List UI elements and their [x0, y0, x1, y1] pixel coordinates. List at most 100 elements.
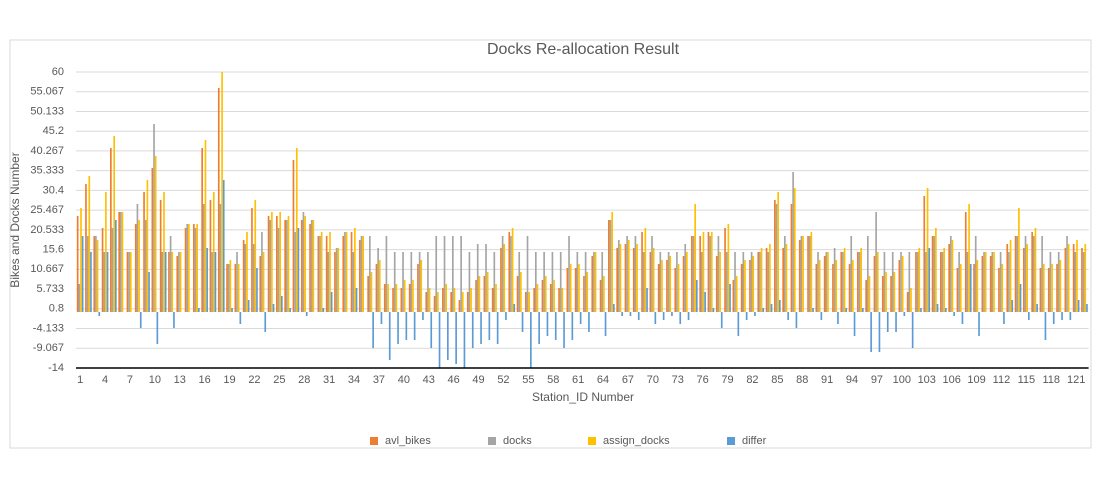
bar	[774, 200, 776, 312]
bar	[649, 252, 652, 312]
bar	[1026, 244, 1029, 312]
bar	[259, 256, 262, 312]
bar	[455, 312, 457, 364]
bar	[355, 288, 358, 312]
bar	[226, 264, 228, 312]
bar	[906, 292, 909, 312]
bar	[691, 236, 693, 312]
bar	[881, 276, 884, 312]
bar	[752, 256, 755, 312]
bar	[305, 312, 308, 316]
x-tick-label: 10	[149, 374, 161, 386]
bar	[433, 296, 436, 312]
bar	[204, 140, 207, 312]
legend-label: avl_bikes	[385, 435, 431, 447]
bar	[530, 312, 532, 368]
bar	[978, 312, 980, 336]
bar	[956, 268, 959, 312]
bar	[757, 252, 760, 312]
bar	[931, 236, 934, 312]
bar	[593, 252, 595, 312]
bar	[370, 272, 373, 312]
bar	[271, 212, 273, 312]
bar	[312, 220, 315, 312]
x-tick-label: 118	[1042, 374, 1060, 386]
bar	[511, 228, 514, 312]
bar	[335, 248, 338, 312]
bar	[999, 252, 1002, 312]
bar	[119, 212, 122, 312]
bar	[153, 124, 155, 312]
bar	[908, 252, 911, 312]
bar	[495, 284, 497, 312]
bar	[875, 212, 877, 312]
bar	[320, 232, 323, 312]
bar	[1066, 236, 1068, 312]
bar	[815, 264, 818, 312]
bar	[568, 236, 570, 312]
bar	[1001, 264, 1004, 312]
bar	[920, 308, 922, 312]
bar	[418, 252, 421, 312]
bar	[86, 236, 89, 312]
bar	[1008, 252, 1010, 312]
bar	[251, 208, 253, 312]
bar	[471, 312, 474, 348]
bar	[178, 252, 180, 312]
bar	[184, 228, 187, 312]
bar	[350, 232, 353, 312]
x-tick-label: 97	[871, 374, 883, 386]
bar	[427, 252, 429, 312]
bar	[435, 236, 438, 312]
bar	[310, 220, 313, 312]
bar	[674, 268, 677, 312]
bar	[936, 304, 939, 312]
bar	[518, 252, 521, 312]
bar	[802, 236, 804, 312]
x-tick-label: 82	[746, 374, 758, 386]
bar	[425, 292, 428, 312]
bar	[1042, 264, 1045, 312]
bar	[637, 312, 640, 320]
x-tick-label: 106	[942, 374, 960, 386]
bar	[1009, 240, 1012, 312]
bar	[715, 256, 718, 312]
bar	[362, 236, 365, 312]
bar	[538, 312, 540, 344]
bar	[1006, 244, 1009, 312]
y-tick-label: -4.133	[33, 322, 64, 334]
bar	[949, 236, 952, 312]
x-tick-label: 43	[423, 374, 435, 386]
x-tick-label: 7	[127, 374, 133, 386]
bar	[998, 268, 1000, 312]
bar	[679, 312, 682, 324]
bar	[113, 136, 116, 312]
bar	[785, 244, 788, 312]
bar	[735, 276, 738, 312]
bar	[903, 312, 906, 316]
bar	[569, 264, 572, 312]
y-tick-label: 40.267	[30, 145, 64, 157]
bar	[720, 312, 723, 328]
bar	[1072, 244, 1075, 312]
bar	[857, 252, 859, 312]
bar	[619, 244, 622, 312]
bar	[566, 268, 569, 312]
bar	[599, 280, 602, 312]
bar	[354, 228, 356, 312]
bar	[793, 188, 796, 312]
bar	[412, 280, 414, 312]
bar	[759, 252, 761, 312]
bar	[833, 248, 836, 312]
bar	[1077, 300, 1080, 312]
bar	[194, 228, 197, 312]
y-tick-label: 5.733	[36, 283, 64, 295]
bar	[694, 204, 697, 312]
bar	[943, 248, 946, 312]
bar	[750, 252, 753, 312]
bar	[96, 240, 99, 312]
bar	[267, 216, 270, 312]
bar	[825, 252, 828, 312]
bar	[442, 288, 444, 312]
bar	[281, 296, 283, 312]
